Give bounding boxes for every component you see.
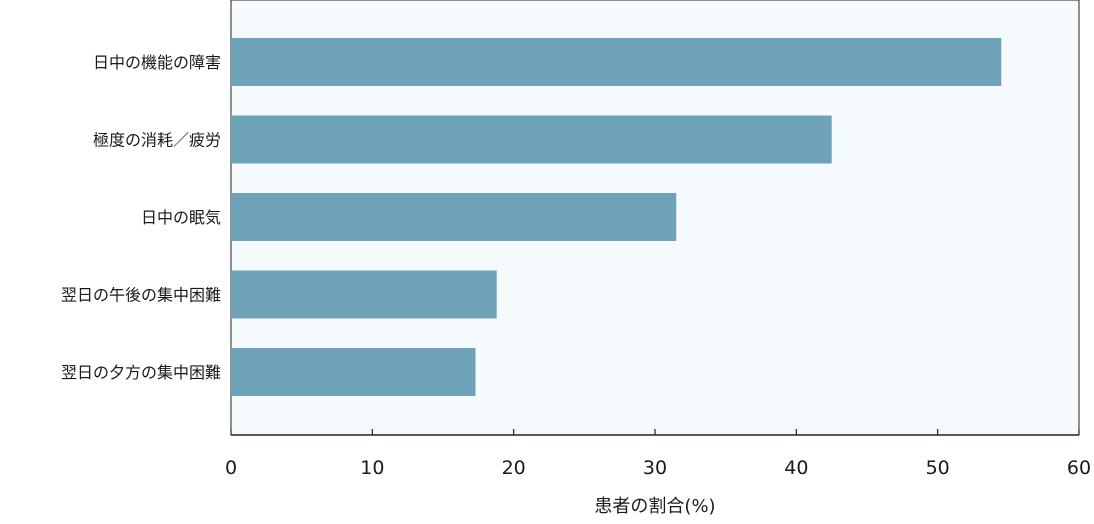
bar-4 <box>231 270 497 319</box>
x-tick-label-40: 40 <box>784 457 808 479</box>
category-label-5: 翌日の夕方の集中困難 <box>61 363 221 382</box>
x-tick-label-20: 20 <box>502 457 526 479</box>
x-axis-ticks: 0 10 20 30 40 50 60 <box>225 429 1091 479</box>
category-labels: 日中の機能の障害極度の消耗／疲労日中の眠気翌日の午後の集中困難翌日の夕方の集中困… <box>61 53 221 382</box>
category-label-4: 翌日の午後の集中困難 <box>61 286 221 305</box>
category-label-2: 極度の消耗／疲労 <box>93 131 221 150</box>
category-label-1: 日中の機能の障害 <box>93 53 221 72</box>
category-label-3: 日中の眠気 <box>141 208 221 227</box>
bar-1 <box>231 38 1002 86</box>
bar-2 <box>231 115 832 164</box>
bar-3 <box>231 193 677 241</box>
x-tick-label-50: 50 <box>926 457 950 479</box>
bar-5 <box>231 348 476 396</box>
x-tick-label-60: 60 <box>1067 457 1091 479</box>
bars-group <box>231 38 1002 396</box>
x-tick-label-30: 30 <box>643 457 667 479</box>
x-tick-label-0: 0 <box>225 457 237 479</box>
x-tick-label-10: 10 <box>360 457 384 479</box>
x-axis-title: 患者の割合(%) <box>594 496 715 517</box>
